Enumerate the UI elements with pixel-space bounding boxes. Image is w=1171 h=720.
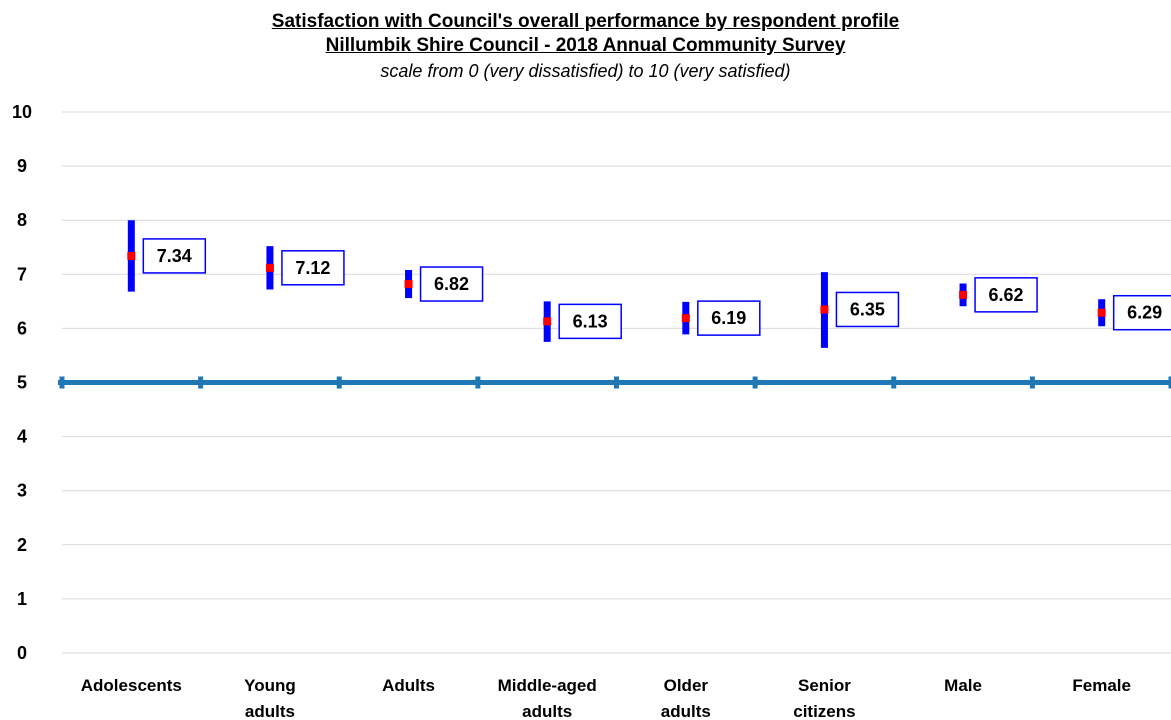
data-marks: 7.34 7.12 6.82 6.13 6.19 6.35 6.62 6.29: [127, 220, 1171, 348]
data-label-box: [558, 303, 622, 340]
x-tick-label: Senior: [798, 676, 851, 695]
y-tick-label: 10: [12, 102, 32, 122]
chart-scale-note: scale from 0 (very dissatisfied) to 10 (…: [380, 61, 791, 81]
x-tick-label: Young: [244, 676, 296, 695]
data-point: [820, 305, 829, 314]
data-label-box: [697, 300, 761, 336]
data-label: 7.34: [157, 246, 192, 266]
data-label-box: [419, 266, 484, 302]
y-tick-label: 6: [17, 318, 27, 338]
data-point: [127, 251, 136, 260]
y-tick-label: 9: [17, 156, 27, 176]
y-tick-label: 3: [17, 481, 27, 501]
data-label: 6.19: [711, 308, 746, 328]
data-point: [404, 280, 413, 289]
y-tick-label: 5: [17, 373, 27, 393]
data-point: [959, 290, 968, 299]
y-tick-label: 1: [17, 589, 27, 609]
gridlines: [62, 111, 1171, 654]
data-label-box: [142, 238, 207, 274]
data-label: 6.13: [573, 311, 608, 331]
reference-line-group: [58, 376, 1171, 389]
data-label-box: [835, 291, 900, 328]
data-point: [265, 263, 274, 272]
data-point: [681, 314, 690, 323]
data-label: 6.82: [434, 274, 469, 294]
x-tick-label: adults: [522, 702, 572, 720]
x-tick-label: Middle-aged: [498, 676, 597, 695]
y-tick-label: 4: [17, 427, 27, 447]
x-tick-label: citizens: [793, 702, 855, 720]
data-label: 6.62: [989, 285, 1024, 305]
y-axis-ticks: 0 1 2 3 4 5 6 7 8 9 10: [12, 102, 32, 663]
x-tick-label: Adults: [382, 676, 435, 695]
y-tick-label: 7: [17, 264, 27, 284]
chart-title-block: Satisfaction with Council's overall perf…: [0, 10, 1171, 84]
chart-title: Satisfaction with Council's overall perf…: [271, 11, 900, 32]
data-label: 6.29: [1127, 303, 1162, 323]
x-tick-label: Female: [1072, 676, 1131, 695]
data-label: 6.35: [850, 299, 885, 319]
x-tick-label: Adolescents: [81, 676, 182, 695]
data-label-box: [281, 250, 345, 286]
data-label: 7.12: [295, 258, 330, 278]
data-point: [543, 317, 552, 326]
x-tick-label: adults: [661, 702, 711, 720]
data-label-box: [974, 277, 1038, 313]
data-point: [1097, 308, 1106, 317]
chart-subtitle: Nillumbik Shire Council - 2018 Annual Co…: [325, 35, 846, 56]
x-tick-label: Older: [664, 676, 709, 695]
y-tick-label: 8: [17, 210, 27, 230]
x-tick-label: Male: [944, 676, 982, 695]
data-label-box: [1112, 294, 1171, 331]
x-tick-label: adults: [245, 702, 295, 720]
y-tick-label: 0: [17, 643, 27, 663]
x-axis-ticks: Adolescents Young adults Adults Middle-aged a…: [81, 676, 1131, 720]
y-tick-label: 2: [17, 535, 27, 555]
